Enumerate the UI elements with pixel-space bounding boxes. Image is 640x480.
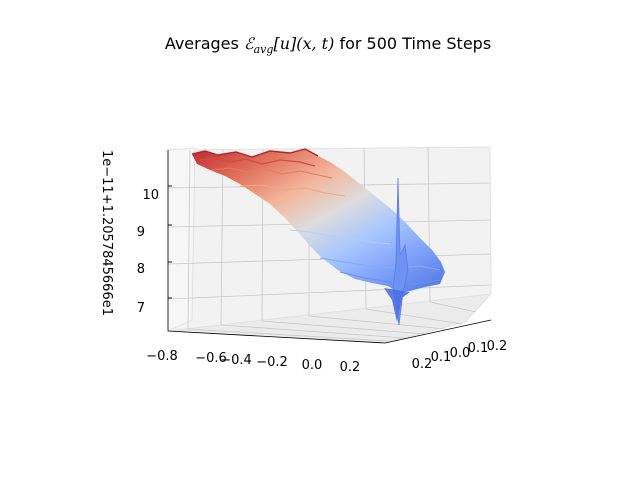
z-tick-label: 9 <box>137 225 145 240</box>
z-tick-label: 10 <box>142 188 159 203</box>
x-tick-label: 0.0 <box>302 358 323 373</box>
surface-ridge-6 <box>339 271 441 285</box>
x-tick-label: 0.2 <box>340 360 361 375</box>
side-pane <box>167 147 196 332</box>
surface-dip <box>384 288 410 322</box>
z-tick-label: 7 <box>137 301 145 316</box>
y-tick-label: 0.1 <box>468 341 489 356</box>
x-tick-label: −0.8 <box>146 349 178 364</box>
y-tick-label: 0.1 <box>431 350 452 365</box>
y-tick-label: 0.0 <box>450 346 471 361</box>
y-tick-label: 0.2 <box>487 339 508 354</box>
surface-ridge-5 <box>319 257 441 271</box>
x-axis: −0.8 −0.6 −0.4 −0.2 0.0 0.2 <box>146 349 360 375</box>
surface-ridge-3 <box>239 184 346 197</box>
surface-ridge-top <box>191 148 319 158</box>
x-tick-label: −0.2 <box>256 355 288 370</box>
surface-plot <box>191 148 445 326</box>
z-offset-label: 1e−11+1.2057845666e1 <box>99 150 114 316</box>
x-tick-label: −0.4 <box>220 353 252 368</box>
z-axis: 10 9 8 7 1e−11+1.2057845666e1 <box>99 150 172 316</box>
surface-ridge-2 <box>211 167 333 179</box>
x-tick-label: −0.6 <box>195 351 227 366</box>
axis-lines <box>167 150 492 344</box>
y-axis: 0.2 0.1 0.0 0.1 0.2 <box>412 339 508 372</box>
surface-body <box>192 149 445 292</box>
chart-title: Averages ℰavg[u](x, t) for 500 Time Step… <box>165 34 491 56</box>
y-tick-label: 0.2 <box>412 357 433 372</box>
surface-ridge-1 <box>199 157 316 167</box>
z-tick-label: 8 <box>137 262 145 277</box>
surface-ridge-4 <box>289 229 391 245</box>
